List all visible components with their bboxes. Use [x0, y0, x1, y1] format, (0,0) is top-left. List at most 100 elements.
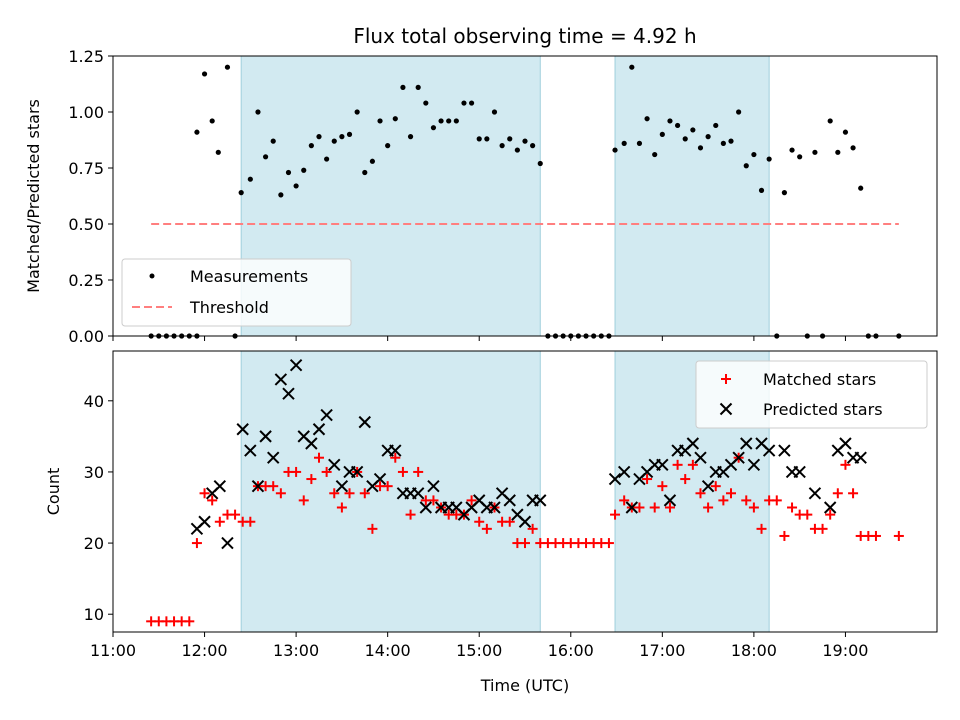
bottom-y-axis-label: Count	[44, 468, 63, 516]
measurement-point	[766, 156, 772, 162]
matched-point	[199, 488, 210, 499]
measurement-point	[499, 143, 505, 149]
bottom-axes-frame	[112, 350, 938, 633]
matched-point	[298, 495, 309, 506]
top-y-axis-label: Matched/Predicted stars	[24, 99, 43, 293]
measurement-point	[652, 151, 658, 158]
top-y-ticks: 0.00 0.25 0.50 0.75 1.00 1.25	[68, 47, 113, 346]
y-tick-label: 0.75	[68, 159, 104, 178]
measurement-point	[194, 129, 200, 135]
matched-point	[359, 488, 370, 499]
predicted-point	[335, 479, 349, 493]
matched-point	[520, 538, 530, 549]
matched-point	[321, 466, 332, 477]
matched-point	[245, 516, 256, 527]
measurement-point	[797, 154, 803, 160]
predicted-point	[244, 444, 257, 457]
predicted-point	[373, 472, 387, 486]
predicted-point	[617, 465, 631, 479]
measurement-point	[255, 109, 261, 115]
legend-threshold-label: Threshold	[189, 298, 269, 317]
matched-point	[870, 530, 881, 541]
measurement-point	[781, 190, 788, 196]
predicted-point	[534, 494, 547, 507]
matched-point	[687, 459, 698, 470]
measurement-point	[842, 129, 849, 135]
measurement-point	[377, 118, 383, 124]
measurement-point	[392, 116, 398, 122]
predicted-point	[740, 437, 753, 450]
matched-point	[619, 495, 630, 506]
matched-point	[893, 530, 904, 541]
predicted-point	[701, 479, 715, 493]
measurement-point	[827, 118, 833, 124]
matched-point	[825, 509, 836, 520]
measurement-point	[468, 100, 475, 106]
measurement-point	[484, 136, 490, 142]
matched-point	[527, 523, 538, 534]
predicted-point	[656, 458, 669, 472]
measurement-point	[514, 147, 520, 153]
measurement-point	[354, 109, 360, 115]
measurement-point	[407, 134, 414, 140]
predicted-point	[389, 444, 402, 457]
matched-point	[710, 481, 721, 492]
measurement-point	[736, 109, 742, 115]
y-tick-label: 1.00	[68, 103, 104, 122]
matched-point	[817, 523, 828, 534]
bottom-legend: Matched stars Predicted stars	[695, 360, 928, 429]
measurement-point	[446, 118, 452, 124]
predicted-point	[427, 479, 440, 493]
matched-point	[466, 495, 477, 506]
matched-point	[664, 502, 675, 513]
matched-point	[230, 509, 241, 520]
predicted-point	[328, 458, 341, 472]
measurement-point	[720, 140, 726, 146]
predicted-point	[732, 451, 745, 464]
matched-point	[642, 474, 653, 485]
legend-predicted-marker	[719, 402, 733, 416]
top-chart-title: Flux total observing time = 4.92 h	[353, 24, 696, 48]
y-tick-label: 20	[84, 534, 104, 553]
predicted-point	[778, 444, 791, 457]
measurement-point	[423, 100, 429, 106]
predicted-point	[793, 465, 806, 479]
matched-point	[214, 516, 225, 527]
legend-matched-label: Matched stars	[763, 370, 876, 389]
measurement-point	[369, 158, 376, 164]
y-tick-label: 0.25	[68, 271, 104, 290]
matched-point	[344, 488, 355, 499]
measurement-point	[215, 149, 221, 155]
measurement-point	[850, 145, 856, 151]
x-tick-label: 14:00	[365, 641, 411, 660]
matched-point	[787, 502, 798, 513]
predicted-point	[305, 437, 318, 450]
matched-point	[390, 452, 401, 463]
top-axes: 0.00 0.25 0.50 0.75 1.00 1.25 Flux total obse…	[24, 24, 938, 346]
measurement-point	[324, 156, 330, 162]
measurement-point	[209, 118, 215, 124]
measurement-point	[522, 138, 528, 144]
measurement-point	[293, 183, 299, 189]
predicted-point	[267, 451, 280, 464]
matched-point	[481, 523, 492, 534]
measurement-point	[270, 138, 276, 144]
y-tick-label: 0.50	[68, 215, 104, 234]
matched-point	[848, 488, 859, 499]
measurement-point	[812, 149, 818, 155]
y-tick-label: 1.25	[68, 47, 104, 66]
shaded-interval-1	[614, 55, 770, 337]
measurement-point	[636, 140, 643, 146]
measurement-point	[331, 138, 337, 144]
measurement-point	[316, 134, 322, 140]
matched-point	[703, 502, 714, 513]
matched-point	[726, 488, 736, 499]
measurement-point	[835, 149, 841, 155]
measurement-point	[530, 143, 536, 149]
predicted-point	[274, 373, 288, 386]
matched-point	[756, 523, 767, 534]
measurement-point	[705, 134, 711, 140]
measurement-point	[629, 64, 635, 70]
measurement-point	[362, 169, 368, 176]
predicted-point	[808, 487, 822, 500]
